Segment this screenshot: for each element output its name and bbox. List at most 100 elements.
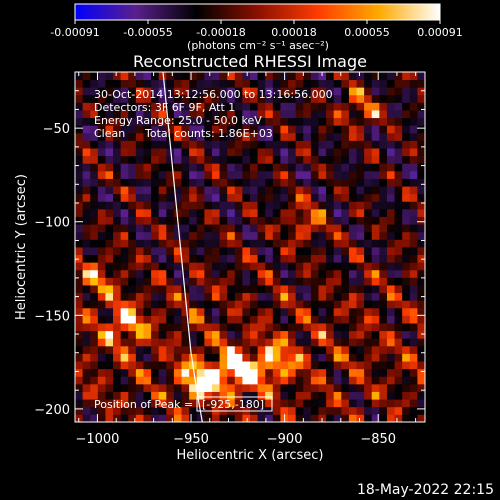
heatmap-cell xyxy=(265,414,274,422)
heatmap-cell xyxy=(288,193,297,202)
heatmap-cell xyxy=(386,216,395,225)
heatmap-cell xyxy=(280,285,289,294)
heatmap-cell xyxy=(105,178,114,187)
heatmap-cell xyxy=(356,300,365,309)
heatmap-cell xyxy=(272,125,281,134)
heatmap-cell xyxy=(303,338,312,347)
heatmap-cell xyxy=(288,140,297,149)
heatmap-cell xyxy=(295,307,304,316)
heatmap-cell xyxy=(364,247,373,256)
heatmap-cell xyxy=(204,262,213,271)
heatmap-cell xyxy=(143,224,152,233)
heatmap-cell xyxy=(90,94,99,103)
heatmap-cell xyxy=(143,186,152,195)
heatmap-cell xyxy=(417,338,425,347)
heatmap-cell xyxy=(364,239,373,248)
heatmap-cell xyxy=(288,368,297,377)
heatmap-cell xyxy=(204,132,213,141)
heatmap-cell xyxy=(417,193,425,202)
heatmap-cell xyxy=(318,353,327,362)
heatmap-cell xyxy=(318,307,327,316)
heatmap-cell xyxy=(409,170,418,179)
heatmap-cell xyxy=(288,79,297,88)
heatmap-cell xyxy=(166,307,175,316)
heatmap-cell xyxy=(310,376,319,385)
heatmap-cell xyxy=(90,307,99,316)
heatmap-cell xyxy=(211,94,220,103)
heatmap-cell xyxy=(333,208,342,217)
heatmap-cell xyxy=(151,353,160,362)
heatmap-cell xyxy=(417,376,425,385)
heatmap-cell xyxy=(219,269,228,278)
heatmap-cell xyxy=(303,269,312,278)
heatmap-cell xyxy=(90,285,99,294)
heatmap-cell xyxy=(128,307,137,316)
heatmap-cell xyxy=(242,201,251,210)
heatmap-cell xyxy=(227,239,236,248)
heatmap-cell xyxy=(303,300,312,309)
heatmap-cell xyxy=(120,383,129,392)
heatmap-cell xyxy=(181,345,190,354)
heatmap-cell xyxy=(310,72,319,81)
heatmap-cell xyxy=(181,231,190,240)
heatmap-cell xyxy=(234,368,243,377)
heatmap-cell xyxy=(158,376,167,385)
heatmap-cell xyxy=(386,269,395,278)
heatmap-cell xyxy=(181,155,190,164)
heatmap-cell xyxy=(204,391,213,400)
heatmap-cell xyxy=(128,391,137,400)
heatmap-cell xyxy=(379,254,388,263)
heatmap-cell xyxy=(105,323,114,332)
heatmap-cell xyxy=(173,178,182,187)
heatmap-cell xyxy=(204,323,213,332)
heatmap-cell xyxy=(135,231,144,240)
heatmap-cell xyxy=(135,330,144,339)
heatmap-cell xyxy=(113,406,122,415)
heatmap-cell xyxy=(386,307,395,316)
heatmap-cell xyxy=(105,391,114,400)
heatmap-cell xyxy=(158,414,167,422)
heatmap-cell xyxy=(113,399,122,408)
heatmap-cell xyxy=(242,186,251,195)
heatmap-cell xyxy=(280,87,289,96)
heatmap-cell xyxy=(143,117,152,126)
heatmap-cell xyxy=(204,163,213,172)
heatmap-cell xyxy=(242,163,251,172)
heatmap-cell xyxy=(310,345,319,354)
heatmap-cell xyxy=(204,315,213,324)
heatmap-cell xyxy=(151,269,160,278)
heatmap-cell xyxy=(417,368,425,377)
heatmap-cell xyxy=(341,79,350,88)
heatmap-cell xyxy=(379,186,388,195)
heatmap-cell xyxy=(303,247,312,256)
heatmap-cell xyxy=(181,224,190,233)
heatmap-cell xyxy=(113,414,122,422)
heatmap-cell xyxy=(280,292,289,301)
heatmap-cell xyxy=(417,148,425,157)
heatmap-cell xyxy=(318,216,327,225)
heatmap-cell xyxy=(250,163,259,172)
heatmap-cell xyxy=(257,300,266,309)
heatmap-cell xyxy=(181,186,190,195)
heatmap-cell xyxy=(341,193,350,202)
heatmap-cell xyxy=(158,300,167,309)
heatmap-cell xyxy=(402,216,411,225)
heatmap-cell xyxy=(242,87,251,96)
heatmap-cell xyxy=(181,87,190,96)
heatmap-cell xyxy=(257,72,266,81)
heatmap-cell xyxy=(158,87,167,96)
heatmap-cell xyxy=(181,285,190,294)
heatmap-cell xyxy=(181,132,190,141)
heatmap-cell xyxy=(310,285,319,294)
heatmap-cell xyxy=(90,155,99,164)
heatmap-cell xyxy=(326,224,335,233)
heatmap-cell xyxy=(394,87,403,96)
heatmap-cell xyxy=(356,102,365,111)
heatmap-cell xyxy=(364,94,373,103)
heatmap-cell xyxy=(272,338,281,347)
heatmap-cell xyxy=(158,391,167,400)
heatmap-cell xyxy=(166,345,175,354)
heatmap-cell xyxy=(82,87,91,96)
heatmap-cell xyxy=(303,216,312,225)
heatmap-cell xyxy=(204,231,213,240)
